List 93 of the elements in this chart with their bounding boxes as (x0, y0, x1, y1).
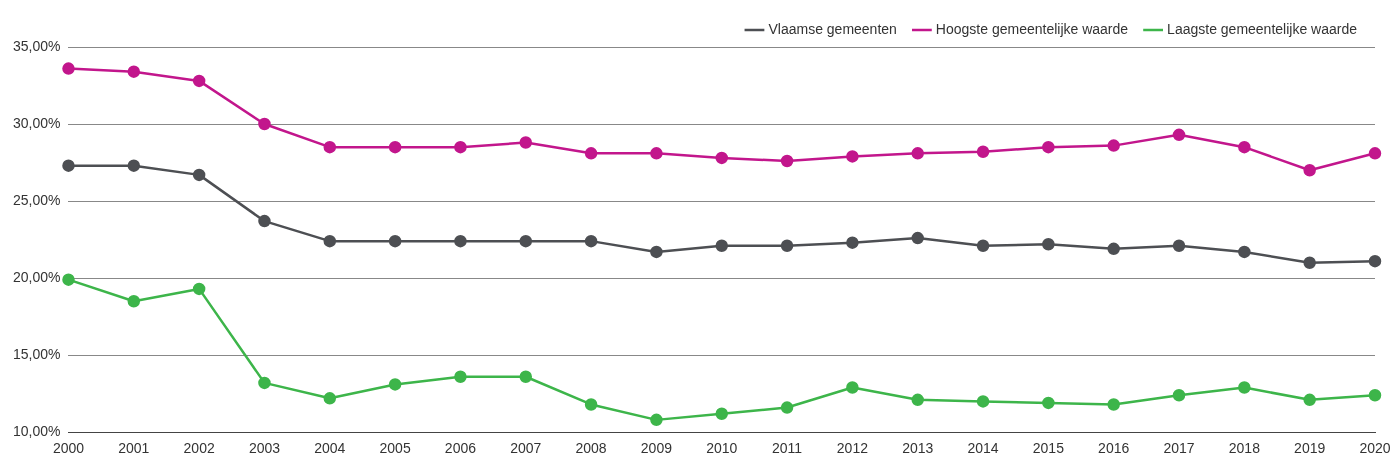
point (715, 151, 728, 165)
y-tick-label: 15,00% (13, 346, 61, 363)
x-tick-label: 2001 (118, 440, 150, 457)
x-tick-label: 2011 (772, 440, 803, 457)
point (323, 234, 337, 248)
point (846, 381, 859, 394)
point (780, 239, 794, 253)
point (62, 62, 75, 75)
point (1368, 388, 1382, 402)
point (388, 140, 402, 154)
x-tick-label: 2006 (444, 440, 477, 457)
x-tick-label: 2013 (902, 440, 934, 457)
x-tick-label: 2008 (575, 440, 607, 457)
x-tick-label: 2005 (379, 440, 411, 457)
point (911, 231, 924, 245)
point (1172, 239, 1186, 253)
x-tick-label: 2007 (510, 440, 542, 457)
x-tick-label: 2019 (1294, 440, 1326, 457)
point (1107, 242, 1120, 256)
point (584, 234, 598, 248)
point (846, 236, 859, 249)
point (454, 234, 467, 248)
point (1303, 256, 1316, 269)
x-tick-label: 2009 (640, 440, 673, 457)
x-tick-label: 2000 (52, 440, 85, 457)
point (1172, 388, 1186, 402)
y-tick-label: 25,00% (13, 191, 61, 208)
point (258, 376, 271, 390)
point (780, 154, 794, 168)
x-tick-label: 2016 (1098, 440, 1130, 457)
point (780, 401, 794, 414)
point (1107, 139, 1120, 152)
legend-label: Vlaamse gemeenten (768, 20, 897, 37)
point (650, 147, 663, 160)
point (127, 294, 141, 308)
x-tick-label: 2012 (836, 440, 869, 457)
point (192, 168, 206, 182)
point (715, 407, 728, 420)
point (1238, 140, 1251, 154)
point (62, 159, 75, 172)
point (388, 234, 402, 248)
point (650, 245, 663, 259)
point (976, 239, 990, 253)
x-tick-label: 2020 (1359, 440, 1391, 457)
point (1042, 140, 1055, 154)
point (258, 214, 271, 228)
point (715, 239, 728, 253)
point (1368, 254, 1382, 268)
point (192, 282, 206, 296)
x-tick-label: 2014 (967, 440, 999, 457)
point (519, 136, 533, 149)
point (258, 117, 271, 131)
x-tick-label: 2010 (706, 440, 738, 457)
x-tick-label: 2003 (248, 440, 281, 457)
point (192, 74, 206, 88)
point (127, 159, 141, 172)
point (388, 378, 402, 391)
point (323, 140, 337, 154)
point (519, 370, 533, 383)
point (1303, 393, 1316, 407)
x-tick-label: 2015 (1032, 440, 1065, 457)
y-tick-label: 10,00% (13, 423, 61, 440)
x-tick-label: 2002 (183, 440, 215, 457)
y-tick-label: 35,00% (13, 37, 61, 54)
x-tick-label: 2004 (314, 440, 346, 457)
point (1303, 164, 1316, 177)
point (846, 150, 859, 163)
y-tick-label: 20,00% (13, 268, 61, 285)
point (62, 273, 75, 286)
y-tick-label: 30,00% (13, 114, 61, 131)
point (584, 147, 598, 160)
point (1042, 396, 1055, 410)
point (454, 140, 467, 154)
point (976, 395, 990, 408)
point (454, 370, 467, 383)
x-tick-label: 2017 (1163, 440, 1195, 457)
point (1368, 147, 1382, 160)
point (1172, 128, 1186, 142)
point (911, 147, 924, 160)
point (519, 234, 533, 248)
legend-label: Hoogste gemeentelijke waarde (935, 20, 1129, 37)
legend-label: Laagste gemeentelijke waarde (1167, 20, 1358, 37)
x-tick-label: 2018 (1228, 440, 1261, 457)
point (650, 413, 663, 427)
point (1238, 245, 1251, 259)
point (323, 392, 337, 405)
point (127, 65, 141, 78)
point (1238, 381, 1251, 394)
point (584, 398, 598, 411)
point (1107, 398, 1120, 411)
point (911, 393, 924, 407)
point (976, 145, 990, 159)
point (1042, 237, 1055, 251)
